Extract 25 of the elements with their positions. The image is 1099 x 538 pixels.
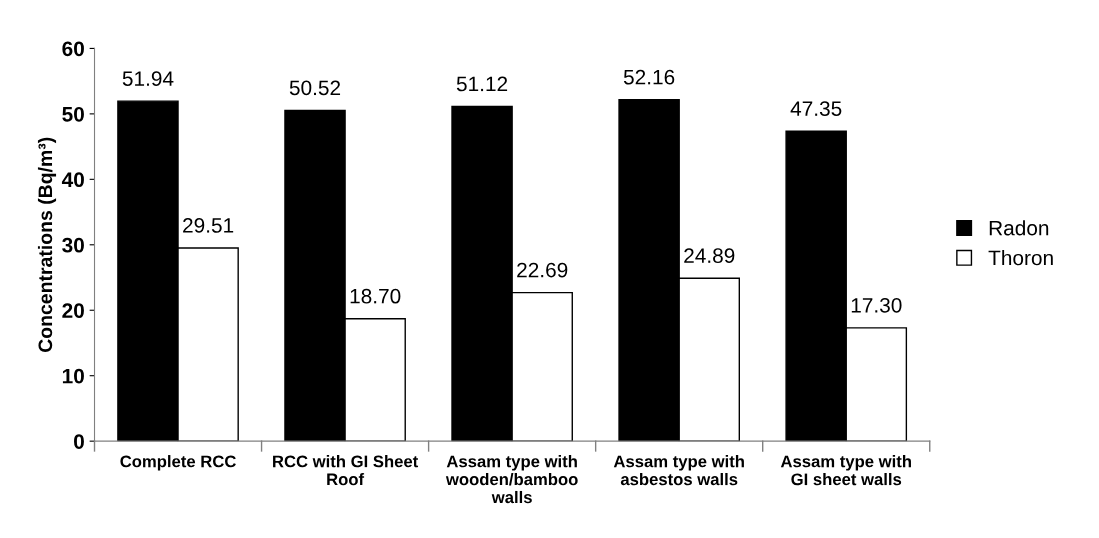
- legend-label: Thoron: [988, 250, 1053, 266]
- y-axis-title: Concentrations (Bq/m³): [37, 137, 57, 353]
- y-tick-label: 50: [62, 106, 84, 122]
- y-tick-label: 30: [62, 237, 84, 253]
- data-label: 51.12: [456, 76, 508, 92]
- y-tick-label: 0: [74, 434, 84, 449]
- x-tick-label: Assam type with GI sheet walls: [780, 455, 911, 486]
- x-tick-label: Assam type with asbestos walls: [613, 455, 744, 486]
- data-label: 47.35: [790, 101, 842, 116]
- legend-label: Radon: [989, 220, 1049, 236]
- data-label: 29.51: [183, 218, 234, 233]
- y-tick-label: 10: [62, 368, 84, 384]
- data-label: 18.70: [350, 288, 401, 304]
- data-label: 52.16: [623, 69, 675, 85]
- x-tick-label: Complete RCC: [120, 455, 236, 471]
- data-label: 51.94: [122, 71, 174, 86]
- x-tick-label: RCC with GI Sheet Roof: [273, 455, 419, 486]
- data-label: 17.30: [851, 297, 902, 313]
- data-label: 24.89: [684, 248, 735, 264]
- y-tick-label: 60: [62, 41, 84, 57]
- x-tick-label: Assam type with wooden/bamboo walls: [445, 455, 578, 504]
- data-label: 50.52: [289, 80, 341, 96]
- y-tick-label: 40: [61, 172, 84, 188]
- y-tick-label: 20: [62, 303, 84, 318]
- data-label: 22.69: [517, 262, 568, 278]
